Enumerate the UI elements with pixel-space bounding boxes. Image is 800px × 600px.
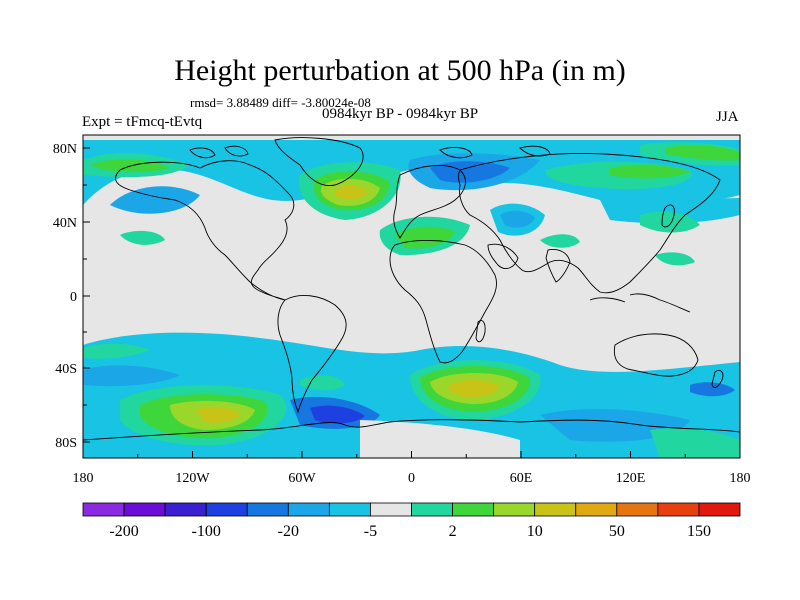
colorbar-swatch [452,502,495,517]
colorbar-label: 10 [527,523,543,540]
coastline [475,320,486,343]
contour-region [120,230,165,245]
colorbar-swatch [164,502,207,517]
coastline [389,240,497,364]
stats-line: rmsd= 3.88489 diff= -3.80024e-08 [190,95,371,110]
contour-region [640,211,700,233]
lon-tick-label: 120W [175,471,210,486]
colorbar-swatch [205,502,248,517]
contour-region [195,407,240,423]
coastline [439,147,473,159]
colorbar-swatch [411,502,453,517]
experiment-label: Expt = tFmcq-tEvtq [82,114,203,130]
coastline [519,145,551,157]
contour-region [448,380,500,398]
season-label: JJA [716,109,739,125]
contour-region [650,428,740,458]
colorbar-swatch [328,502,371,517]
colorbar-swatch [370,502,412,517]
contour-region [310,405,365,424]
coastline [613,333,699,377]
colorbar-label: -20 [278,523,299,540]
coastline [711,369,724,388]
coastline [458,153,721,294]
contour-region [560,345,700,363]
contour-fill-layer [83,140,740,458]
contour-region [395,226,455,249]
lat-tick-label: 80S [55,436,77,451]
contour-region [83,140,740,206]
contour-region [360,420,520,458]
coastline [545,249,571,283]
coastline [487,243,519,269]
lon-tick-label: 120E [616,471,646,486]
lat-tick-label: 0 [70,290,77,305]
contour-region [300,375,345,391]
plot-title: Height perturbation at 500 hPa (in m) [174,54,626,87]
colorbar-label: -5 [364,523,377,540]
colorbar [82,502,741,517]
contour-region [540,234,580,248]
colorbar-label: -200 [109,523,138,540]
contour-region [110,186,200,214]
lon-tick-label: 60W [288,471,316,486]
colorbar-swatch [123,502,166,517]
coastline [277,294,347,414]
contour-region [335,185,368,200]
contour-region [690,382,735,397]
coastline-layer [83,137,740,441]
colorbar-swatch [616,502,659,517]
colorbar-swatch [698,502,741,517]
contour-region [83,365,180,387]
contour-region [600,197,740,224]
colorbar-swatch [534,502,577,517]
coastline [589,297,626,303]
colorbar-labels: -200 -100 -20 -5 2 10 50 150 [109,523,711,540]
colorbar-swatch [82,502,125,517]
axis-tick-layer [82,147,741,458]
contour-region [655,252,695,266]
period-label: 0984kyr BP - 0984kyr BP [322,106,479,122]
colorbar-swatch [246,502,289,517]
coastline [274,137,364,186]
colorbar-swatch [575,502,618,517]
coastline [224,145,249,157]
lat-tick-label: 40S [55,362,77,377]
colorbar-label: 2 [449,523,457,540]
coastline [189,147,216,159]
axis-label-layer: 80N 40N 0 40S 80S 180 120W 60W 0 60E 120E 180 [53,142,751,486]
contour-region [610,164,690,179]
coastline [115,160,295,301]
contour-region [500,210,535,228]
lat-tick-label: 80N [53,142,77,157]
lat-tick-label: 40N [53,216,77,231]
coastline [83,419,740,441]
colorbar-swatch [493,502,536,517]
lon-tick-label: 60E [510,471,533,486]
contour-region [665,145,740,161]
lon-tick-label: 0 [408,471,415,486]
colorbar-label: 150 [687,523,711,540]
coastline [629,293,691,313]
colorbar-label: 50 [609,523,625,540]
contour-region [83,343,150,359]
colorbar-swatch [657,502,700,517]
colorbar-swatch [287,502,330,517]
coastline [661,204,675,228]
colorbar-label: -100 [192,523,221,540]
lon-tick-label: 180 [730,471,751,486]
lon-tick-label: 180 [73,471,94,486]
